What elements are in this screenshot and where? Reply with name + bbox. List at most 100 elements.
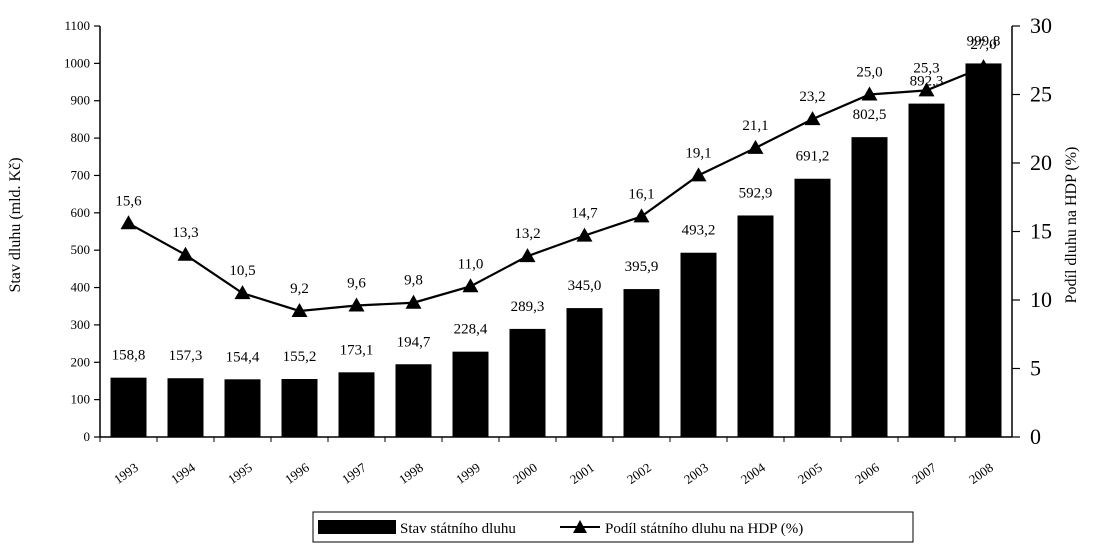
y-tick-label-left: 400 [71,280,91,295]
bar-value-label-1999: 228,4 [454,322,488,338]
bar-value-label-1993: 158,8 [112,348,146,364]
x-tick-label-1997: 1997 [339,459,369,486]
x-tick-label-2007: 2007 [909,459,939,486]
legend-bar-label: Stav státního dluhu [400,521,516,537]
y-tick-label-left: 200 [71,354,91,369]
bar-2007 [908,103,945,437]
bar-1994 [167,378,204,437]
x-tick-label-2000: 2000 [510,460,540,487]
y-tick-label-left: 0 [84,429,91,444]
y-axis-title-left: Stav dluhu (mld. Kč) [7,157,24,292]
bar-2000 [509,328,546,437]
y-tick-label-left: 600 [71,205,91,220]
share-line [127,66,984,313]
bar-2001 [566,308,603,437]
bar-1995 [224,379,261,437]
share-value-label-1998: 9,8 [404,273,423,289]
bar-1993 [110,377,147,437]
legend: Stav státního dluhu Podíl státního dluhu… [312,511,914,543]
share-value-label-2005: 23,2 [799,89,825,105]
point-2002 [633,208,650,223]
x-tick-label-2001: 2001 [567,460,597,487]
y-tick-label-right: 15 [1030,219,1052,244]
y-tick-label-right: 30 [1030,13,1052,38]
share-value-label-1994: 13,3 [172,225,198,241]
bar-value-label-2001: 345,0 [568,278,602,294]
share-value-label-1996: 9,2 [290,281,309,297]
point-2000 [519,248,536,263]
bar-value-label-2005: 691,2 [796,149,830,165]
point-2004 [747,139,764,154]
share-value-label-1999: 11,0 [458,256,484,272]
bar-value-label-2000: 289,3 [511,299,545,315]
bar-2004 [737,215,774,437]
bar-2006 [851,137,888,438]
y-tick-label-left: 1100 [64,18,90,33]
y-tick-label-right: 20 [1030,150,1052,175]
x-tick-label-1995: 1995 [225,460,255,487]
bar-value-label-1994: 157,3 [169,348,203,364]
point-2005 [804,111,821,126]
y-tick-label-left: 100 [71,392,91,407]
point-1993 [120,215,137,230]
axes-group [94,25,1020,442]
legend-line-label: Podíl státního dluhu na HDP (%) [605,521,803,537]
bar-value-label-2003: 493,2 [682,223,716,239]
bar-2003 [680,252,717,437]
point-1994 [177,246,194,261]
point-1998 [405,294,422,309]
line-group [120,59,992,317]
x-tick-label-1996: 1996 [282,459,312,486]
x-tick-label-1998: 1998 [396,460,426,487]
legend-frame [312,511,914,543]
x-tick-label-1993: 1993 [111,460,141,487]
x-tick-label-1994: 1994 [168,459,198,486]
point-2001 [576,227,593,242]
y-tick-label-right: 10 [1030,287,1052,312]
bar-value-label-1997: 173,1 [340,342,374,358]
bar-value-label-1995: 154,4 [226,349,260,365]
bar-value-label-2007: 892,3 [910,74,944,90]
x-tick-label-2005: 2005 [795,460,825,487]
y-tick-label-left: 700 [71,167,91,182]
bar-2005 [794,178,831,437]
bar-value-label-2002: 395,9 [625,259,659,275]
point-1997 [348,297,365,312]
x-tick-label-2003: 2003 [681,460,711,487]
bars-group [110,63,1002,438]
legend-bar-swatch [318,520,396,534]
x-tick-label-2002: 2002 [624,460,654,487]
y-tick-label-left: 300 [71,317,91,332]
bar-1999 [452,351,489,437]
point-2006 [861,86,878,101]
share-value-label-2004: 21,1 [742,118,768,134]
share-value-label-2002: 16,1 [628,186,654,202]
share-value-label-2003: 19,1 [685,145,711,161]
point-1999 [462,278,479,293]
x-tick-label-2004: 2004 [738,459,768,486]
share-value-label-1995: 10,5 [229,263,255,279]
y-tick-label-right: 5 [1030,356,1041,381]
point-2003 [690,167,707,182]
y-tick-label-left: 800 [71,130,91,145]
point-2008 [975,59,992,74]
bar-value-label-2004: 592,9 [739,185,773,201]
bar-1998 [395,364,432,437]
point-2007 [918,82,935,97]
share-value-label-2006: 25,0 [856,65,882,81]
point-1995 [234,285,251,300]
bar-2008 [965,63,1002,438]
legend-triangle-icon [573,520,587,533]
y-tick-label-right: 25 [1030,82,1052,107]
x-tick-label-2006: 2006 [852,459,882,486]
share-value-label-2007: 25,3 [913,60,939,76]
y-tick-label-left: 1000 [64,55,90,70]
bar-value-label-1998: 194,7 [397,334,431,350]
y-tick-label-right: 0 [1030,424,1041,449]
y-tick-label-left: 900 [71,93,91,108]
x-tick-label-1999: 1999 [453,460,483,487]
share-value-label-2008: 27,0 [970,37,996,53]
share-value-label-2000: 13,2 [514,226,540,242]
share-value-label-1997: 9,6 [347,275,366,291]
